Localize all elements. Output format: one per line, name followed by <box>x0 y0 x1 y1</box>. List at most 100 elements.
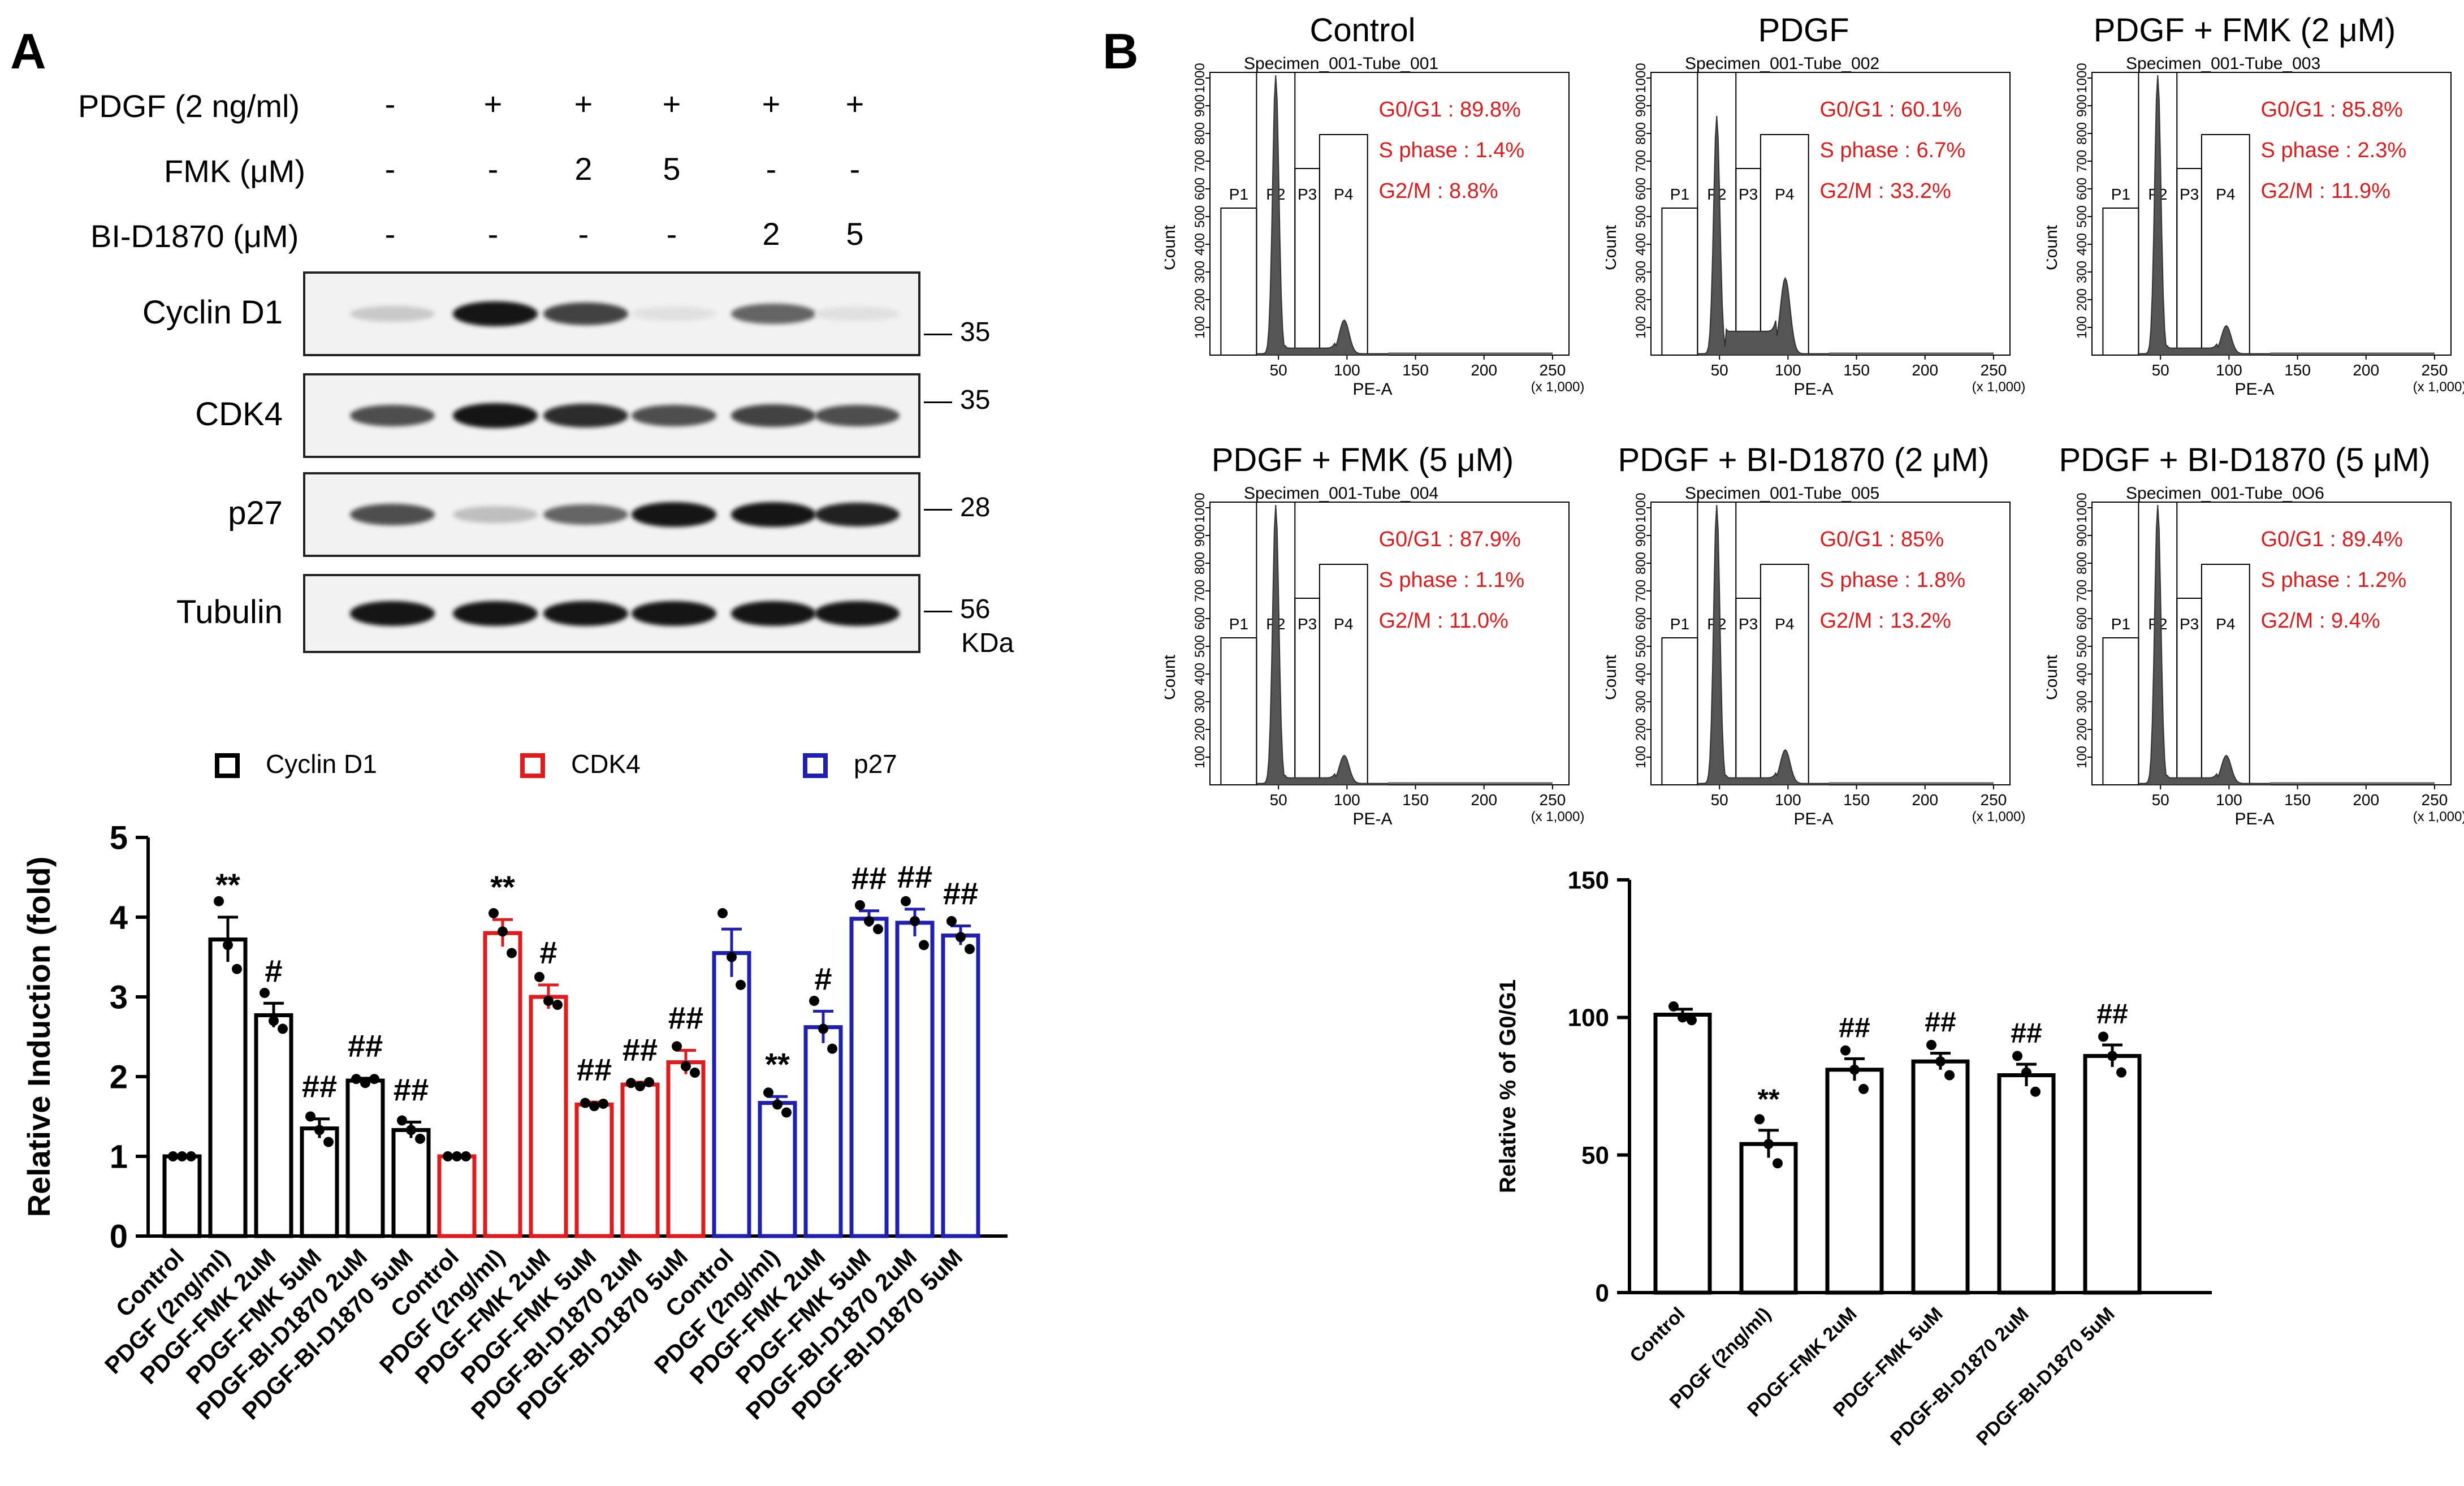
specimen-label: Specimen_001-Tube_001 <box>1244 57 1438 73</box>
treatment-value: + <box>762 86 781 122</box>
y-tick-label: 300 <box>1633 690 1649 713</box>
gate-label: P3 <box>1739 185 1758 203</box>
y-tick-label: 2 <box>110 1059 128 1095</box>
y-tick-label: 500 <box>2074 635 2090 658</box>
blot-band <box>632 306 716 322</box>
data-point <box>1668 1001 1679 1012</box>
x-tick-label: 50 <box>1711 791 1728 809</box>
significance-label: ## <box>851 861 887 896</box>
bar <box>803 1025 843 1238</box>
data-point <box>177 1151 187 1161</box>
x-unit-label: (x 1,000) <box>1972 379 2026 395</box>
mw-marker: 56 <box>960 594 991 624</box>
data-point <box>1678 1012 1688 1023</box>
histogram-area <box>1257 504 1389 785</box>
histogram-title: PDGF <box>1758 12 1849 49</box>
x-tick-label: 100 <box>1775 361 1801 379</box>
blot-band <box>815 306 900 322</box>
data-point <box>278 1023 288 1034</box>
x-axis-label: PE-A <box>1352 380 1392 399</box>
phase-percentage: G0/G1 : 87.9% <box>1378 528 1520 551</box>
y-tick-label: 700 <box>1192 580 1208 602</box>
data-point <box>626 1078 636 1088</box>
y-tick-label: 600 <box>1633 607 1649 630</box>
legend-label: Cyclin D1 <box>266 749 377 779</box>
phase-percentage: G2/M : 33.2% <box>1819 179 1951 203</box>
y-tick-label: 400 <box>2074 233 2090 256</box>
mw-marker: 28 <box>960 493 991 522</box>
y-tick-label: 200 <box>2074 718 2090 741</box>
significance-label: ## <box>577 1052 612 1087</box>
bar <box>2083 1053 2142 1295</box>
gate-label: P3 <box>1298 615 1317 633</box>
y-axis-label: Count <box>1606 654 1620 700</box>
histogram-title: PDGF + BI-D1870 (5 μM) <box>2059 442 2431 478</box>
data-point <box>351 1074 361 1085</box>
gate-label: P1 <box>1670 185 1689 203</box>
treatment-value: + <box>662 86 681 122</box>
phase-percentage: G0/G1 : 85.8% <box>2260 98 2402 122</box>
specimen-label: Specimen_001-Tube_003 <box>2126 57 2320 73</box>
y-tick-label: 800 <box>1633 122 1649 145</box>
data-point <box>452 1151 462 1161</box>
blot-band <box>632 502 716 527</box>
y-tick-label: 300 <box>2074 690 2090 713</box>
bar <box>758 1101 797 1238</box>
y-tick-label: 500 <box>1192 635 1208 658</box>
y-tick-label: 900 <box>1633 94 1649 117</box>
histogram-area <box>1698 504 1830 785</box>
y-axis-label: Relative Induction (fold) <box>21 857 57 1217</box>
histogram-title: PDGF + BI-D1870 (2 μM) <box>1618 442 1990 478</box>
x-tick-label: 50 <box>1270 361 1287 379</box>
data-point <box>1849 1064 1860 1075</box>
significance-label: ## <box>2096 998 2128 1030</box>
y-tick-label: 900 <box>1192 524 1208 547</box>
treatment-value: + <box>845 86 864 122</box>
data-point <box>323 1137 334 1147</box>
x-tick-label: 200 <box>2353 791 2379 809</box>
treatment-value: + <box>483 86 503 122</box>
y-tick-label: 700 <box>2074 150 2090 172</box>
blot-label: CDK4 <box>195 396 283 433</box>
y-tick-label: 900 <box>1633 524 1649 547</box>
significance-label: ** <box>1758 1083 1780 1115</box>
significance-label: ## <box>668 1000 703 1035</box>
gate-label: P4 <box>1775 615 1794 633</box>
data-point <box>2021 1067 2031 1078</box>
treatment-value: - <box>666 216 677 252</box>
bar <box>1653 1012 1712 1295</box>
phase-percentage: S phase : 2.3% <box>2260 139 2406 162</box>
treatment-label: BI-D1870 (μM) <box>90 218 299 254</box>
y-tick-label: 400 <box>1633 663 1649 685</box>
data-point <box>946 916 957 927</box>
y-tick-label: 800 <box>2074 552 2090 574</box>
data-point <box>461 1151 471 1161</box>
bar <box>712 951 751 1238</box>
data-point <box>1944 1070 1955 1081</box>
y-tick-label: 200 <box>1192 288 1208 311</box>
gate-label: P1 <box>2111 615 2130 633</box>
bar <box>254 1013 293 1238</box>
phase-percentage: G0/G1 : 89.8% <box>1378 98 1520 122</box>
x-tick-label: 200 <box>1912 791 1938 809</box>
data-point <box>690 1067 700 1078</box>
data-point <box>232 964 242 974</box>
significance-label: # <box>265 953 282 988</box>
significance-label: ## <box>302 1069 337 1104</box>
y-tick-label: 1000 <box>2074 493 2090 522</box>
phase-percentage: G2/M : 8.8% <box>1378 179 1498 203</box>
x-axis-label: PE-A <box>1352 810 1392 828</box>
significance-label: ** <box>490 869 515 905</box>
data-point <box>415 1133 425 1144</box>
y-tick-label: 500 <box>2074 205 2090 228</box>
data-point <box>956 932 966 943</box>
legend-label: p27 <box>854 749 897 779</box>
x-tick-label: 200 <box>2353 361 2379 379</box>
gate-label: P4 <box>1334 615 1353 633</box>
treatment-value: - <box>384 216 396 252</box>
x-tick-label: 150 <box>2284 361 2311 379</box>
y-tick-label: 900 <box>1192 94 1208 117</box>
y-tick-label: 500 <box>1633 635 1649 658</box>
y-tick-label: 1000 <box>1633 63 1649 93</box>
data-point <box>489 908 499 918</box>
